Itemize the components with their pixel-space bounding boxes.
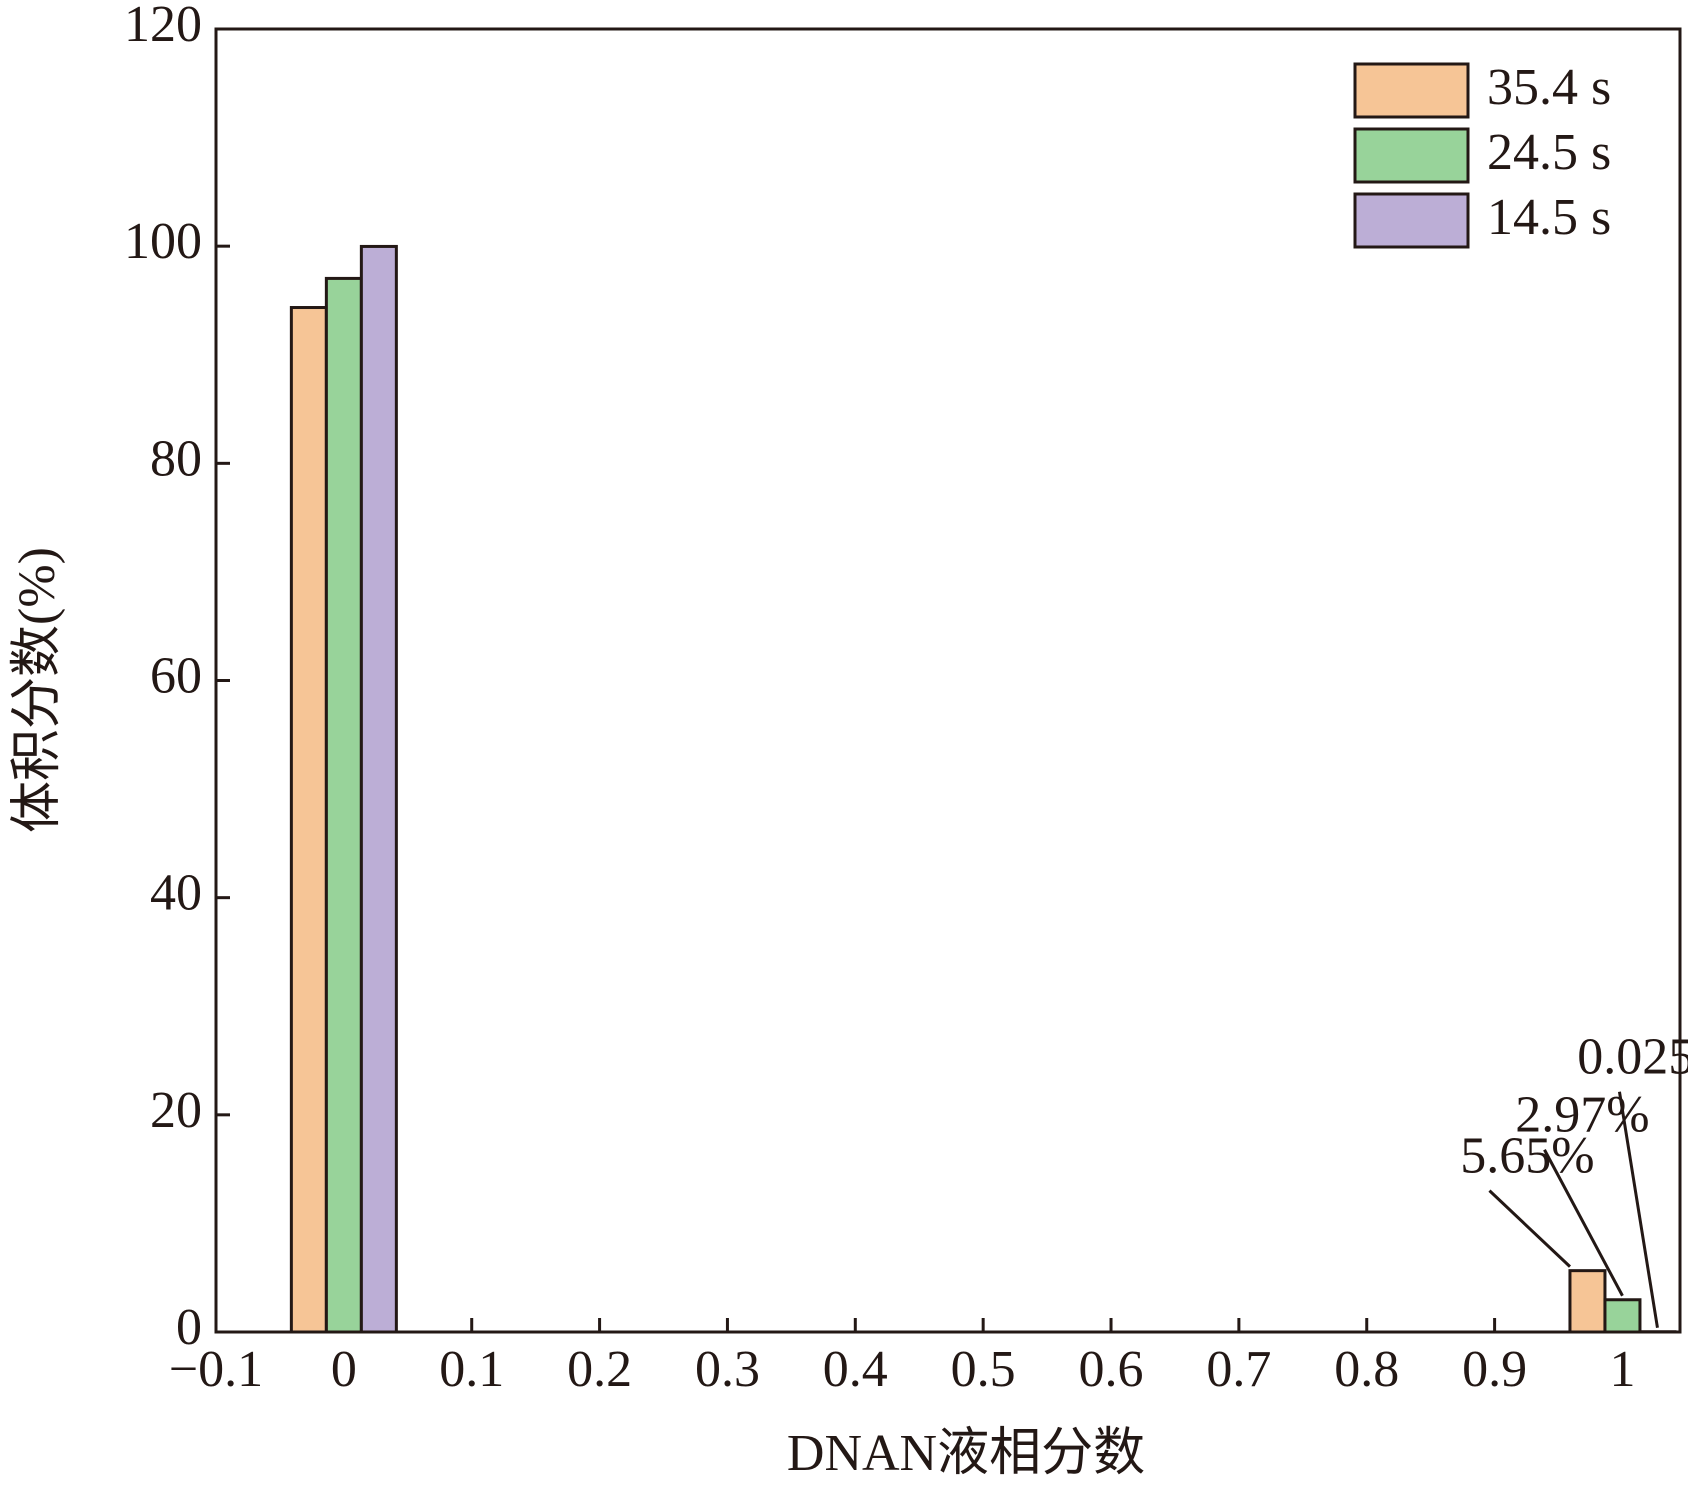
y-tick-label: 80 xyxy=(150,430,202,487)
leader-line xyxy=(1488,1189,1571,1268)
y-tick-label: 60 xyxy=(150,647,202,704)
y-tick-label: 40 xyxy=(150,865,202,922)
value-label: 2.97% xyxy=(1515,1087,1649,1144)
y-tick-label: 120 xyxy=(124,0,202,53)
value-label: 5.65% xyxy=(1460,1128,1594,1185)
legend-label: 14.5 s xyxy=(1487,189,1611,246)
legend-swatch xyxy=(1353,62,1470,119)
value-label: 0.025% xyxy=(1577,1029,1688,1086)
legend-label: 24.5 s xyxy=(1487,124,1611,181)
legend-swatch xyxy=(1353,127,1470,184)
y-axis-label: 体积分数(%) xyxy=(9,547,66,833)
x-tick-label: 0.4 xyxy=(823,1341,888,1398)
bar xyxy=(1603,1298,1642,1334)
legend-swatch xyxy=(1353,192,1470,249)
x-tick-label: 0.3 xyxy=(695,1341,760,1398)
leader-line xyxy=(1617,1091,1659,1328)
x-tick-label: 0.9 xyxy=(1462,1341,1527,1398)
x-tick-label: 0 xyxy=(331,1341,357,1398)
x-tick-label: 0.8 xyxy=(1334,1341,1399,1398)
bar xyxy=(359,244,398,1334)
leader-line xyxy=(1543,1149,1624,1297)
x-tick-label: 0.5 xyxy=(951,1341,1016,1398)
y-tick-label: 0 xyxy=(176,1299,202,1356)
x-tick-label: 0.1 xyxy=(439,1341,504,1398)
y-tick-label: 20 xyxy=(150,1082,202,1139)
x-tick-label: 0.6 xyxy=(1079,1341,1144,1398)
bar xyxy=(289,306,328,1334)
y-tick-label: 100 xyxy=(124,213,202,270)
x-tick-label: 0.7 xyxy=(1206,1341,1271,1398)
x-tick-label: 1 xyxy=(1609,1341,1635,1398)
plot-frame xyxy=(214,27,1682,1334)
bar xyxy=(324,276,363,1334)
legend-label: 35.4 s xyxy=(1487,59,1611,116)
x-axis-label: DNAN液相分数 xyxy=(787,1425,1145,1482)
x-tick-label: 0.2 xyxy=(567,1341,632,1398)
bar xyxy=(1568,1269,1607,1334)
x-tick-label: −0.1 xyxy=(169,1341,263,1398)
